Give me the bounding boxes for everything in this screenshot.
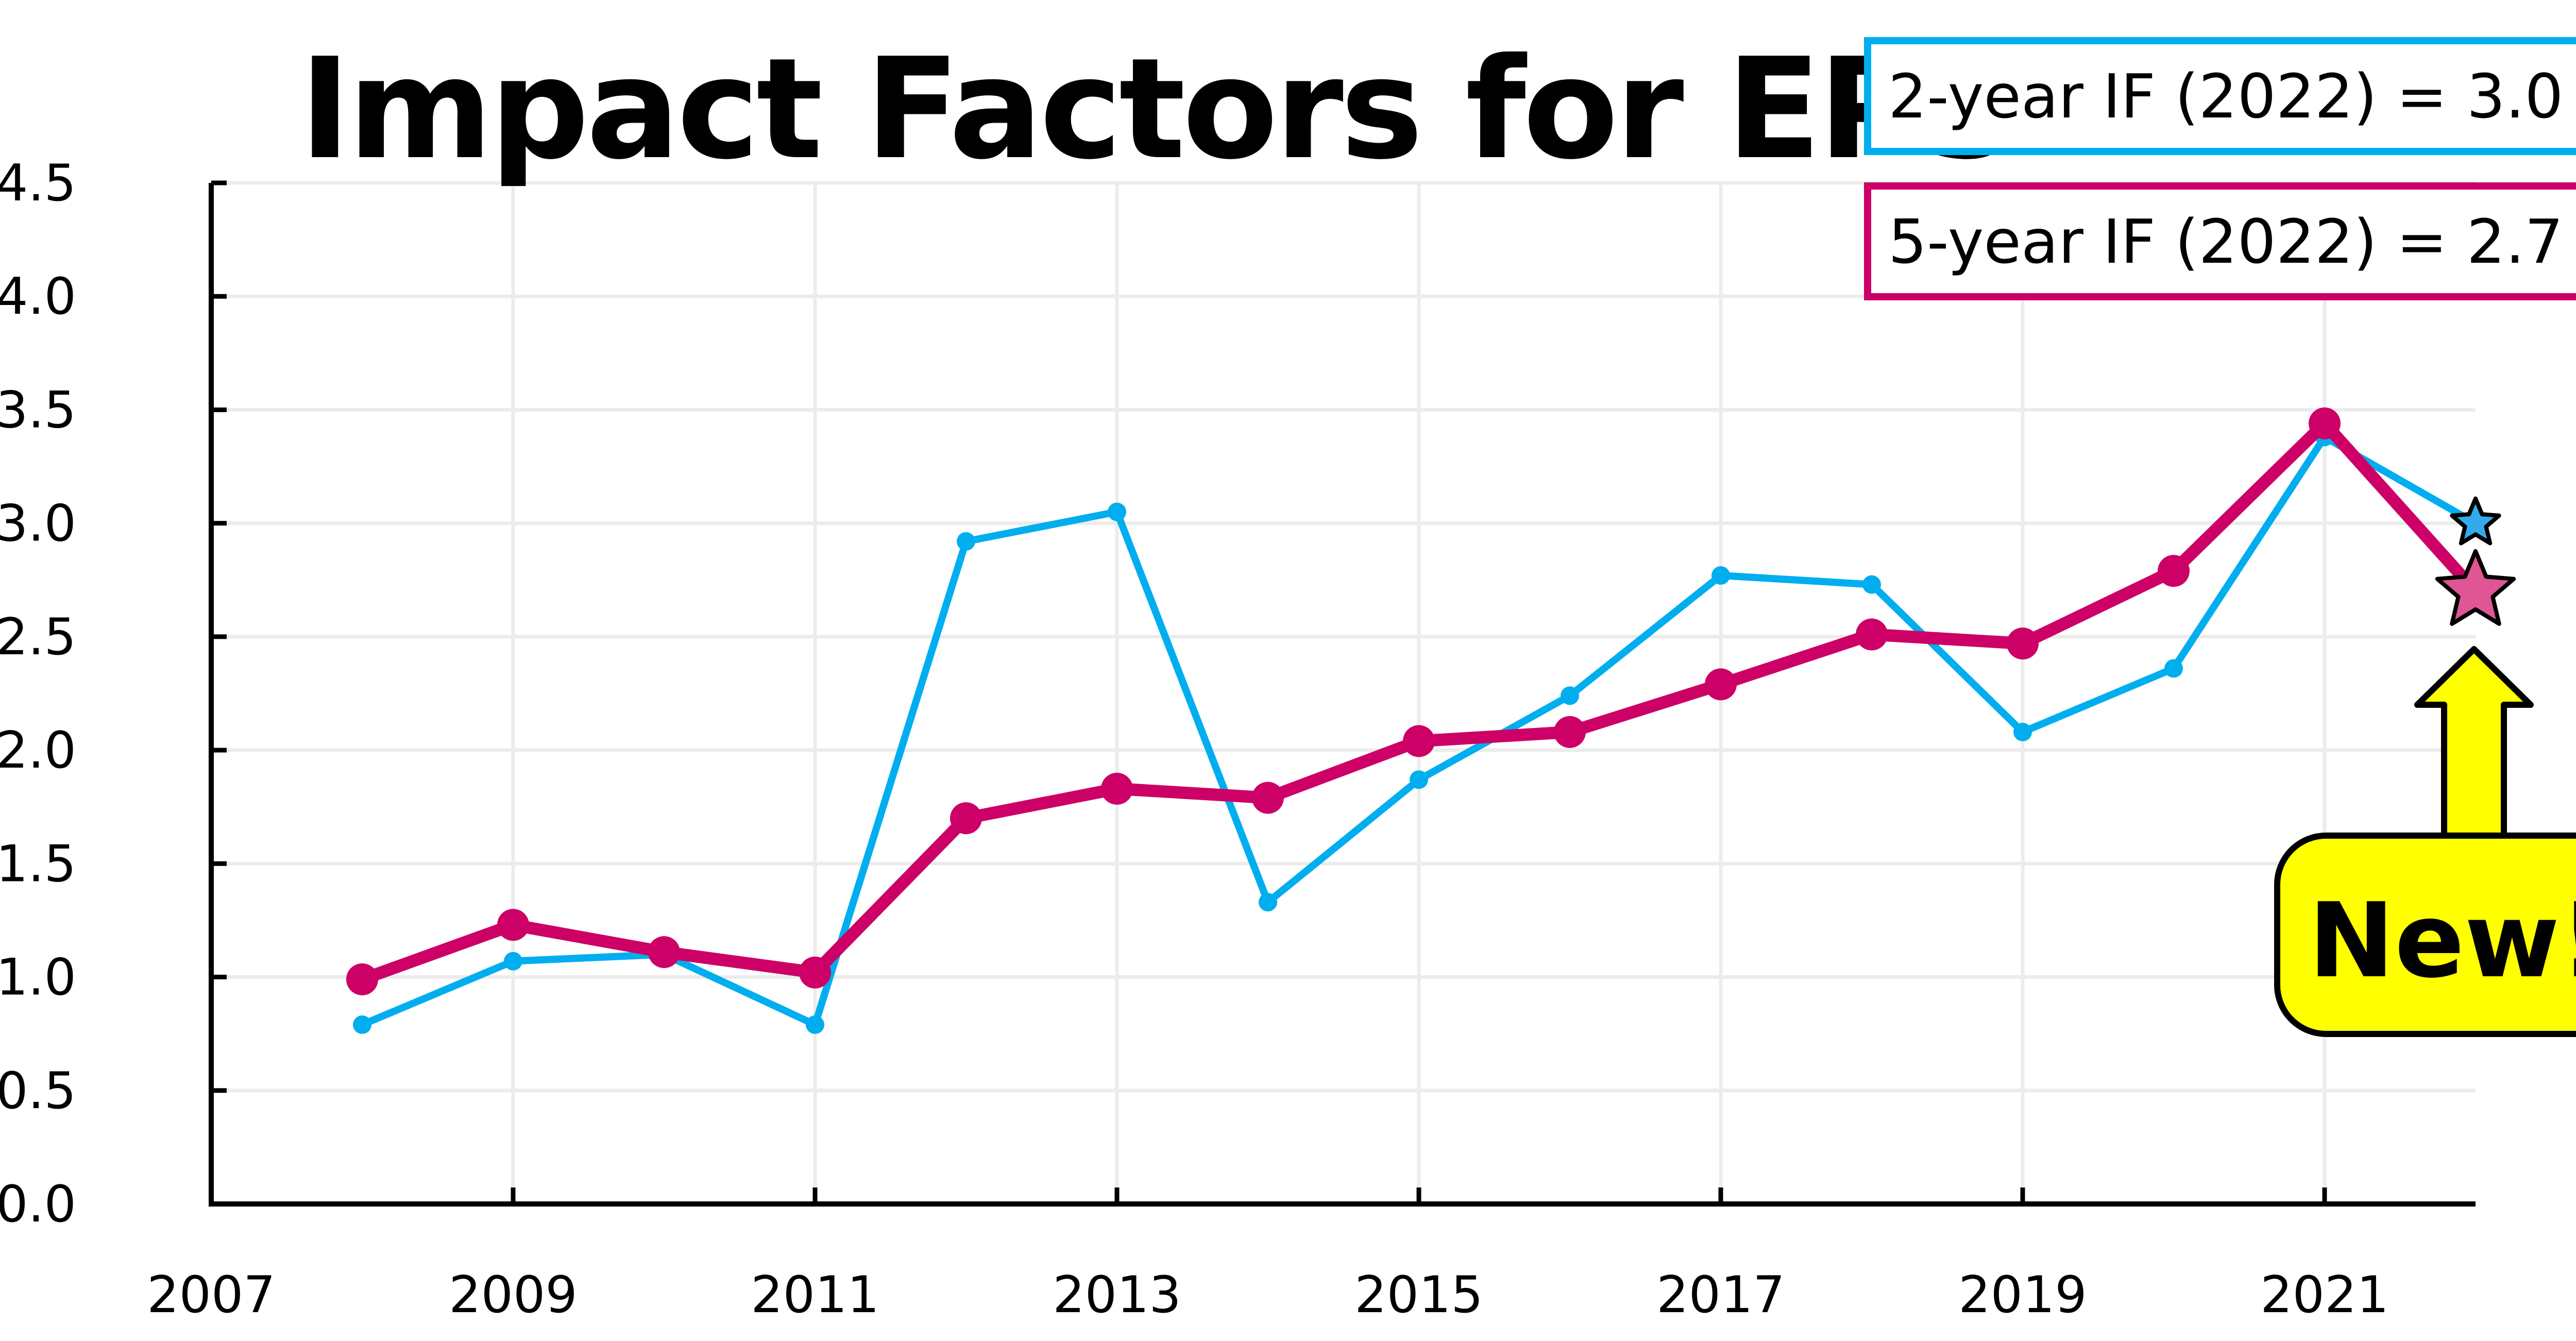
data-point-two-year xyxy=(2013,722,2032,741)
data-point-five-year xyxy=(1403,725,1435,757)
data-point-two-year xyxy=(1410,770,1428,789)
x-tick-label: 2007 xyxy=(147,1266,275,1325)
x-tick-label: 2011 xyxy=(751,1266,879,1325)
series-five-year xyxy=(346,407,2516,995)
data-point-five-year xyxy=(346,963,378,995)
callout-label: New! xyxy=(2308,881,2576,1001)
data-point-five-year xyxy=(497,909,529,941)
y-tick-label: 2.0 xyxy=(0,721,76,780)
x-tick-label: 2013 xyxy=(1053,1266,1181,1325)
arrow-up-icon xyxy=(2414,646,2534,839)
x-tick-label: 2009 xyxy=(449,1266,577,1325)
data-point-five-year xyxy=(648,936,680,969)
x-tick-label: 2019 xyxy=(1958,1266,2087,1325)
axes xyxy=(209,183,2476,1207)
y-ticks: 0.0 0.5 1.0 1.5 2.0 2.5 3.0 3.5 4.0 4.5 xyxy=(0,154,227,1234)
new-callout: New! xyxy=(2274,646,2576,1037)
data-point-two-year xyxy=(1711,566,1730,585)
x-tick-label: 2017 xyxy=(1656,1266,1785,1325)
y-tick-label: 0.0 xyxy=(0,1175,76,1234)
data-point-five-year xyxy=(1856,618,1888,651)
legend-label-five-year: 5-year IF (2022) = 2.7 xyxy=(1888,206,2563,277)
data-point-five-year xyxy=(1554,716,1586,748)
data-point-five-year xyxy=(1705,668,1737,701)
legend-box-five-year xyxy=(1864,182,2576,300)
data-point-two-year xyxy=(353,1015,371,1034)
data-point-five-year xyxy=(950,802,982,835)
legend-entry-two-year: 2-year IF (2022) = 3.0 xyxy=(1864,37,2576,155)
data-point-two-year xyxy=(806,1015,824,1034)
x-tick-label: 2015 xyxy=(1354,1266,1483,1325)
y-tick-label: 4.0 xyxy=(0,267,76,326)
legend-entry-five-year: 5-year IF (2022) = 2.7 xyxy=(1864,182,2576,300)
y-tick-label: 0.5 xyxy=(0,1062,76,1121)
y-tick-label: 4.5 xyxy=(0,154,76,213)
data-point-two-year xyxy=(2164,659,2183,678)
legend-box-two-year xyxy=(1864,37,2576,155)
data-point-two-year xyxy=(957,532,975,551)
data-point-five-year xyxy=(799,956,831,989)
data-point-five-year xyxy=(2158,555,2190,587)
star-icon xyxy=(2435,549,2516,626)
legend: 2-year IF (2022) = 3.0 5-year IF (2022) … xyxy=(1864,37,2576,300)
data-point-two-year xyxy=(1561,686,1579,705)
data-point-five-year xyxy=(2007,627,2039,660)
data-point-five-year xyxy=(1101,772,1133,805)
data-point-two-year xyxy=(504,952,522,971)
grid xyxy=(211,181,2476,1204)
data-point-two-year xyxy=(1108,502,1126,521)
callout-box xyxy=(2274,833,2576,1037)
data-point-five-year xyxy=(1252,782,1284,814)
x-ticks: 2007 2009 2011 2013 2015 2017 2019 2021 xyxy=(147,1187,2389,1325)
y-tick-label: 2.5 xyxy=(0,608,76,667)
y-tick-label: 3.0 xyxy=(0,495,76,553)
chart-title: Impact Factors for EPS xyxy=(299,28,2014,190)
y-tick-label: 3.5 xyxy=(0,381,76,439)
y-tick-label: 1.0 xyxy=(0,948,76,1007)
series-two-year xyxy=(353,428,2501,1034)
x-tick-label: 2021 xyxy=(2260,1266,2388,1325)
data-point-five-year xyxy=(2309,407,2341,439)
series xyxy=(346,407,2516,1034)
star-icon xyxy=(2450,496,2501,546)
legend-label-two-year: 2-year IF (2022) = 3.0 xyxy=(1888,61,2563,132)
data-point-two-year xyxy=(1259,893,1277,912)
y-tick-label: 1.5 xyxy=(0,835,76,893)
data-point-two-year xyxy=(1862,575,1881,594)
